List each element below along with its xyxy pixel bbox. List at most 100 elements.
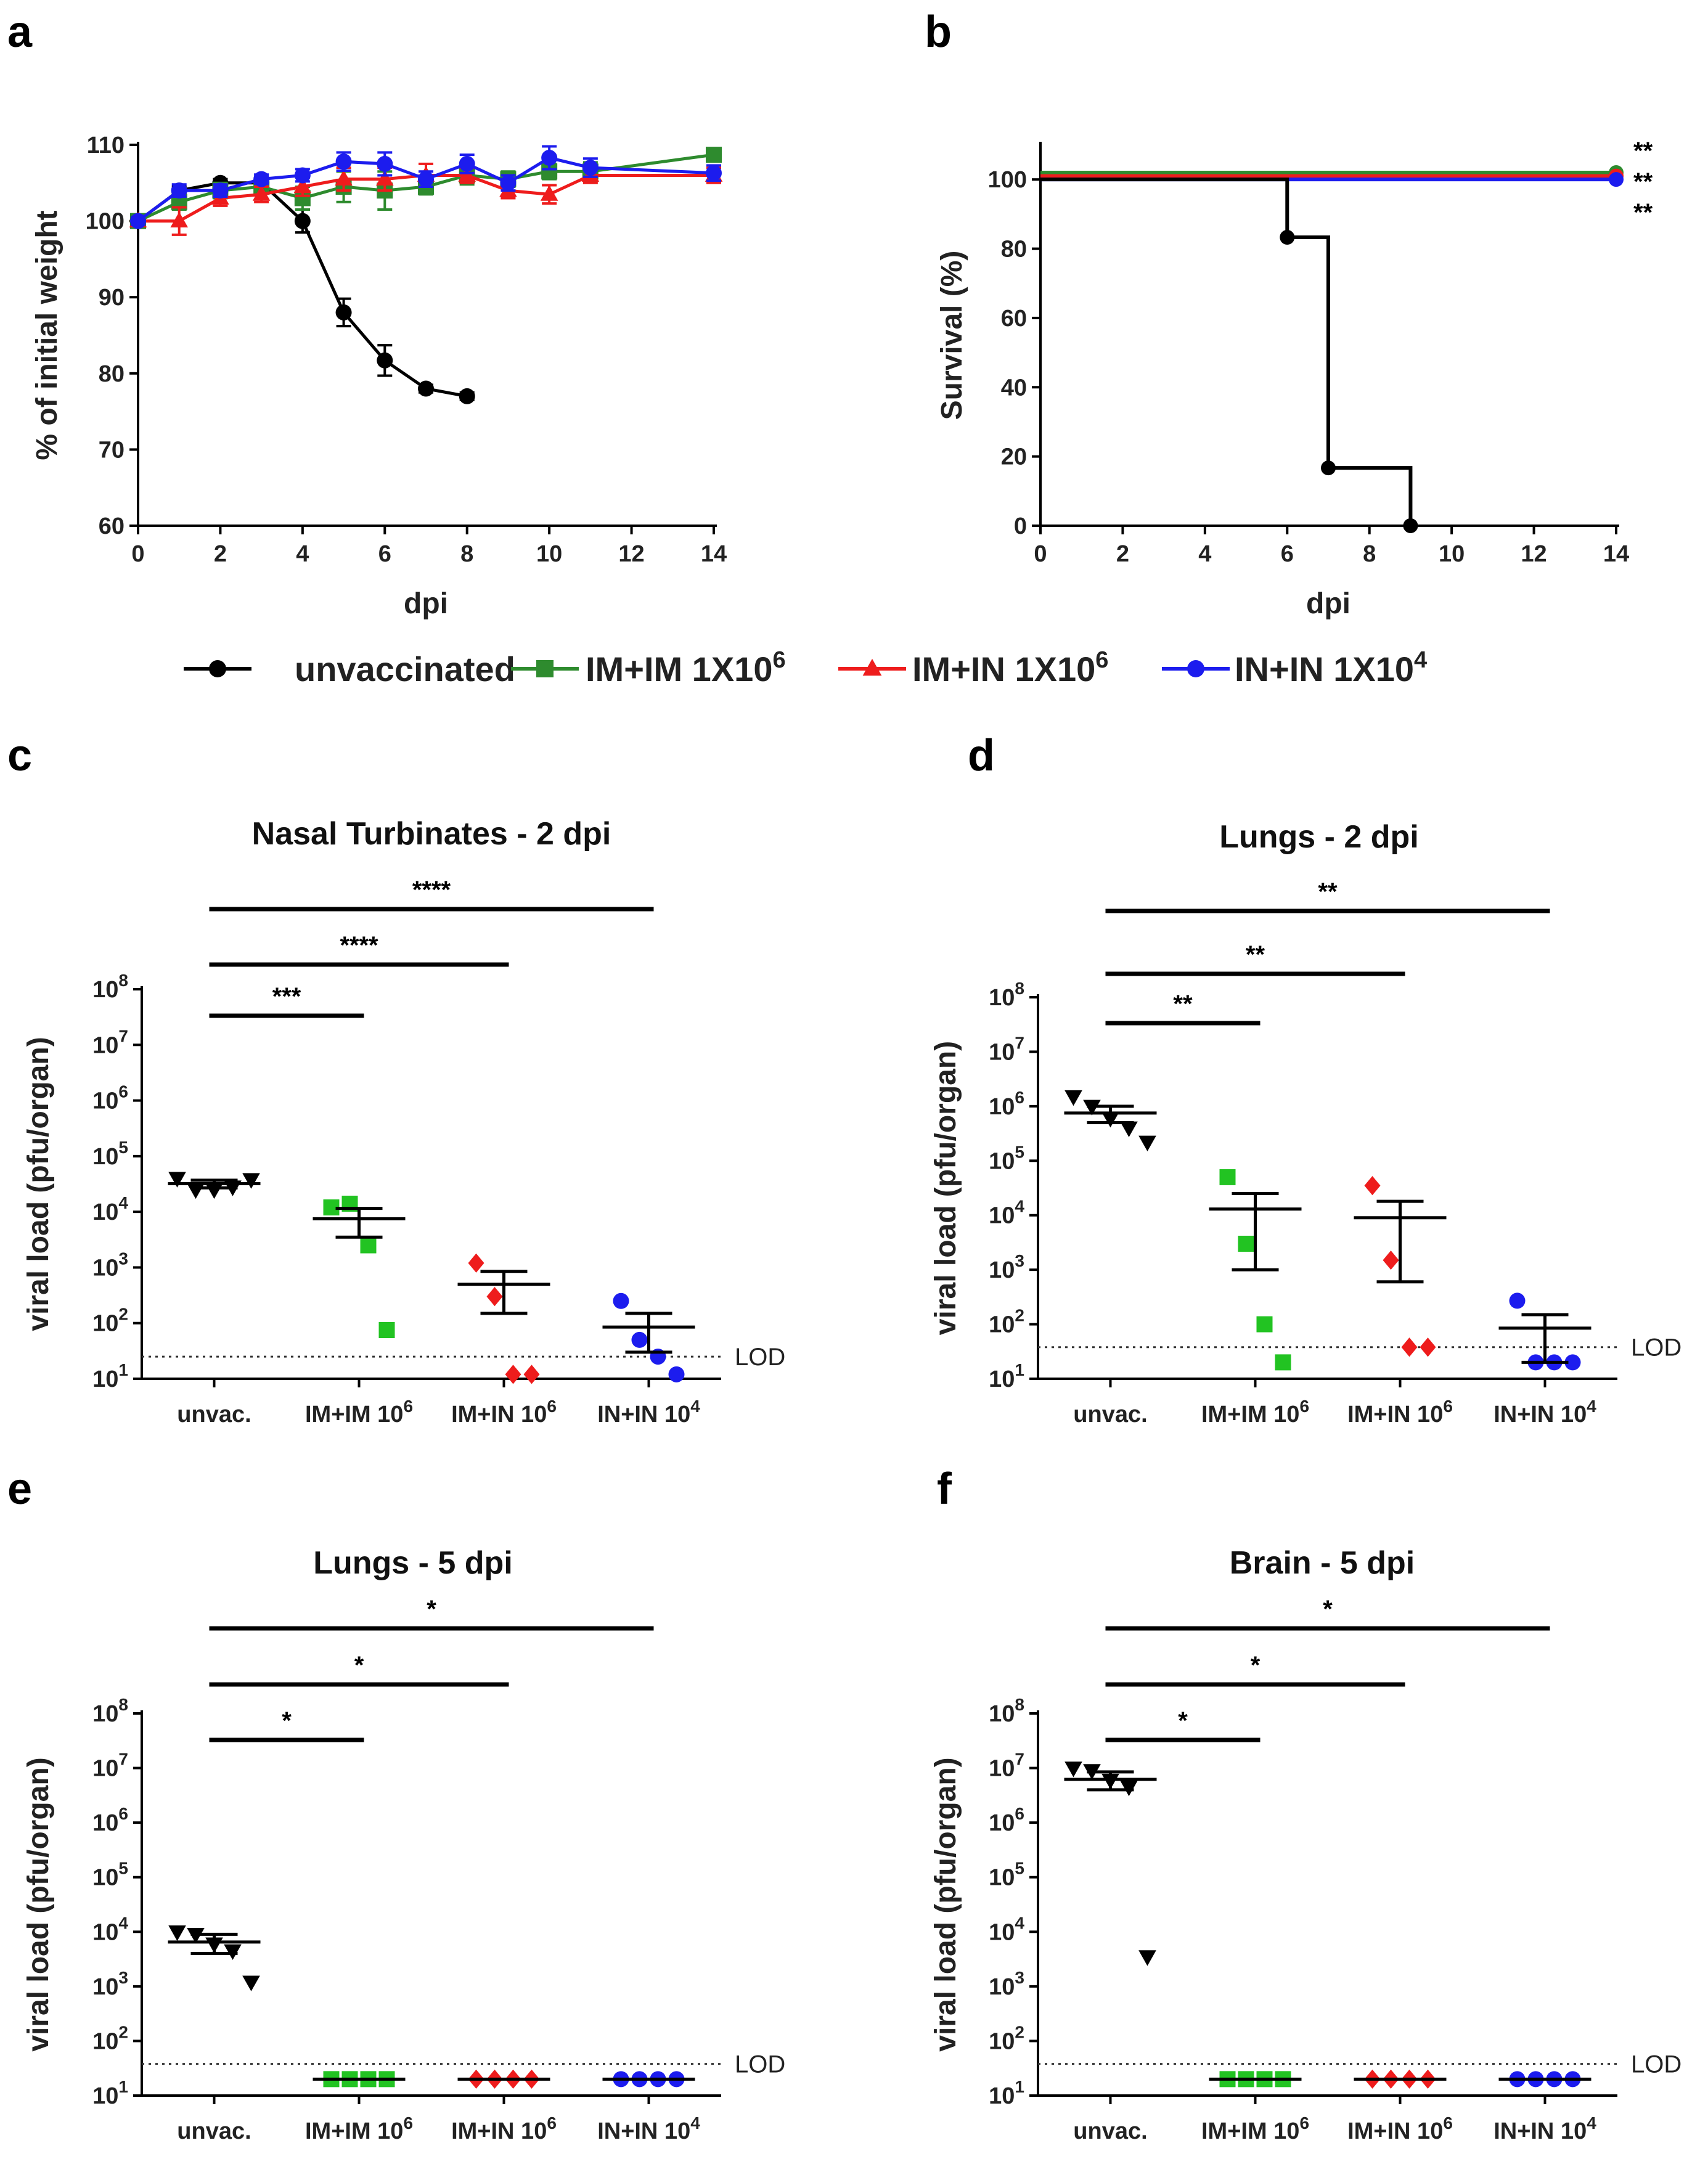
significance-label: * (427, 1596, 436, 1623)
tick-base: 10 (92, 1032, 118, 1058)
tick-base: 10 (989, 985, 1015, 1011)
tick-exponent: 3 (118, 1249, 128, 1268)
y-axis-label: Survival (%) (936, 251, 968, 420)
y-tick-label: 106 (92, 1082, 128, 1114)
y-tick-label: 105 (92, 1138, 128, 1170)
lod-label: LOD (735, 2051, 785, 2078)
y-axis-label: viral load (pfu/organ) (930, 1041, 962, 1335)
tick-exponent: 2 (1015, 1306, 1024, 1325)
tick-exponent: 5 (1015, 1859, 1024, 1878)
survival-point (1321, 460, 1336, 476)
y-tick-label: 110 (87, 133, 125, 158)
tick-base: 10 (92, 1756, 118, 1782)
y-tick-label: 105 (989, 1142, 1024, 1174)
x-tick-label: 6 (378, 541, 391, 567)
category-exponent: 6 (403, 2113, 413, 2133)
tick-base: 10 (92, 1865, 118, 1891)
tick-base: 10 (989, 2028, 1015, 2054)
legend-item-inin: IN+IN 1X104 (1162, 647, 1427, 688)
y-tick-label: 102 (989, 2022, 1024, 2054)
category-label: IM+IN 106 (451, 2113, 557, 2144)
category-label: unvac. (177, 2118, 251, 2144)
significance-label: * (282, 1707, 292, 1734)
y-tick-label: 107 (989, 1033, 1024, 1065)
data-point (541, 150, 558, 166)
x-tick-label: 4 (1198, 541, 1211, 567)
data-point (459, 155, 475, 172)
chart-f: Brain - 5 dpi101102103104105106107108vir… (930, 1545, 1681, 2144)
data-point (1564, 1354, 1581, 1371)
data-point (706, 147, 722, 163)
data-point (377, 155, 393, 172)
tick-base: 10 (989, 1094, 1015, 1120)
y-tick-label: 103 (989, 1251, 1024, 1283)
category-label-text: IM+IM 10 (1201, 1402, 1299, 1427)
x-tick-label: 0 (1034, 541, 1047, 567)
data-point (1219, 1169, 1236, 1185)
tick-exponent: 3 (1015, 1968, 1024, 1987)
tick-base: 10 (92, 1255, 118, 1281)
category-exponent: 6 (547, 1397, 557, 1416)
significance-label: * (1178, 1707, 1188, 1734)
data-point (170, 211, 189, 227)
category-label-text: IM+IM 10 (1201, 2118, 1299, 2144)
panel-label-d: d (968, 731, 995, 780)
data-point (293, 178, 312, 194)
category-label-text: IM+IM 10 (305, 1402, 403, 1427)
y-tick-label: 101 (989, 2077, 1024, 2109)
y-tick-label: 106 (989, 1804, 1024, 1836)
y-tick-label: 105 (92, 1859, 128, 1891)
category-label: unvac. (177, 1402, 251, 1427)
chart-c: Nasal Turbinates - 2 dpi1011021031041051… (22, 816, 785, 1427)
significance-label: ** (1246, 941, 1265, 968)
category-exponent: 4 (690, 1397, 700, 1416)
category-label: IM+IM 106 (305, 1397, 413, 1427)
category-label-text: IN+IN 10 (1493, 2118, 1587, 2144)
data-point (335, 169, 353, 186)
survival-point (1280, 230, 1295, 245)
y-tick-label: 102 (92, 2022, 128, 2054)
legend: unvaccinated IM+IM 1X106 IM+IN 1X106 IN+IN … (184, 647, 1427, 688)
y-tick-label: 70 (99, 437, 125, 463)
significance-marker: ** (1633, 137, 1653, 165)
tick-base: 10 (989, 1257, 1015, 1283)
data-point (486, 1287, 503, 1307)
y-tick-label: 101 (92, 1360, 128, 1392)
category-label-text: IN+IN 10 (597, 1402, 690, 1427)
y-tick-label: 102 (92, 1305, 128, 1337)
tick-exponent: 3 (118, 1968, 128, 1987)
data-point (468, 1253, 484, 1273)
data-point (360, 1237, 377, 1254)
data-point (1120, 1121, 1138, 1137)
tick-exponent: 4 (118, 1193, 128, 1212)
category-label: IM+IN 106 (1347, 1397, 1453, 1427)
x-tick-label: 14 (1603, 541, 1629, 567)
chart-title: Nasal Turbinates - 2 dpi (252, 816, 611, 852)
tick-base: 10 (92, 1974, 118, 2000)
category-exponent: 6 (1443, 1397, 1453, 1416)
significance-label: **** (412, 876, 451, 904)
category-exponent: 4 (1587, 1397, 1596, 1416)
y-tick-label: 107 (989, 1750, 1024, 1782)
significance-label: **** (340, 932, 378, 959)
tick-exponent: 5 (118, 1138, 128, 1157)
x-axis-label: dpi (404, 587, 448, 620)
category-label: IM+IM 106 (305, 2113, 413, 2144)
data-point (1509, 1292, 1526, 1309)
legend-label-text: unvaccinated (295, 650, 515, 688)
x-tick-label: 8 (1363, 541, 1376, 567)
data-point (378, 1321, 395, 1338)
tick-base: 10 (989, 1203, 1015, 1229)
tick-exponent: 6 (1015, 1088, 1024, 1107)
tick-exponent: 6 (118, 1082, 128, 1101)
y-tick-label: 102 (989, 1306, 1024, 1338)
tick-base: 10 (989, 1919, 1015, 1945)
x-tick-label: 8 (460, 541, 473, 567)
x-tick-label: 6 (1281, 541, 1294, 567)
tick-base: 10 (989, 1701, 1015, 1727)
y-tick-label: 20 (1001, 444, 1027, 470)
tick-base: 10 (989, 1366, 1015, 1392)
category-label: IM+IM 106 (1201, 2113, 1309, 2144)
x-tick-label: 10 (536, 541, 562, 567)
tick-base: 10 (92, 1311, 118, 1337)
